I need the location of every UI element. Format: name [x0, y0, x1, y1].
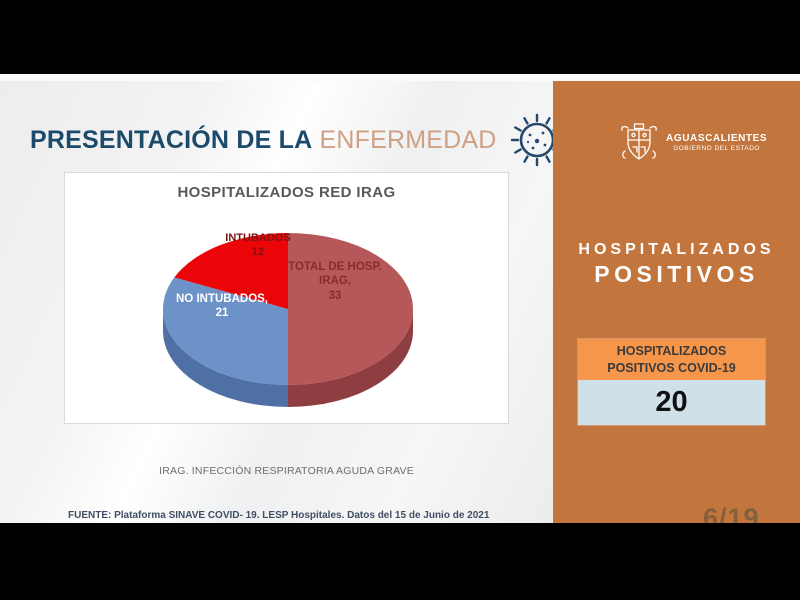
pie-label-total-value: 33	[328, 289, 342, 302]
page-indicator: 6/19	[703, 503, 760, 523]
pie-wall-total	[288, 309, 413, 407]
coat-of-arms-icon	[621, 123, 657, 160]
pie-label-total: TOTAL DE HOSP. IRAG, 33	[286, 260, 384, 303]
slide-body: PRESENTACIÓN DE LA ENFERMEDAD	[0, 81, 553, 523]
pie-slice-intubados	[174, 233, 288, 309]
pie-chart	[162, 233, 413, 407]
pie-label-nointubados: NO INTUBADOS, 21	[169, 292, 275, 321]
pie-label-intubados-text: INTUBADOS	[225, 232, 291, 244]
pie-wall-nointubados	[163, 309, 288, 407]
pie-label-intubados: INTUBADOS 12	[215, 232, 301, 260]
page-title-secondary: ENFERMEDAD	[319, 125, 497, 154]
panel-heading-line1: HOSPITALIZADOS	[578, 241, 775, 258]
pie-label-intubados-value: 12	[251, 245, 265, 258]
sidebar-panel: AGUASCALIENTES GOBIERNO DEL ESTADO HOSPI…	[553, 81, 800, 523]
chart-panel: HOSPITALIZADOS RED IRAG INTUBADOS 12 TOT…	[64, 172, 509, 424]
chart-title: HOSPITALIZADOS RED IRAG	[177, 184, 396, 201]
title-row: PRESENTACIÓN DE LA ENFERMEDAD	[30, 111, 553, 169]
top-strip	[0, 74, 800, 81]
stat-box: HOSPITALIZADOS POSITIVOS COVID-19 20	[578, 339, 765, 425]
state-name: AGUASCALIENTES	[666, 133, 768, 145]
source-note: FUENTE: Plataforma SINAVE COVID- 19. LES…	[68, 510, 490, 521]
pie-slice-nointubados	[162, 277, 288, 385]
footnote: IRAG. INFECCIÓN RESPIRATORIA AGUDA GRAVE	[159, 465, 414, 477]
stat-label-line2: POSITIVOS COVID-19	[607, 360, 736, 375]
panel-heading: HOSPITALIZADOS POSITIVOS	[553, 241, 800, 288]
stat-value: 20	[578, 380, 765, 425]
pie-slice-total	[288, 233, 413, 385]
state-logo: AGUASCALIENTES GOBIERNO DEL ESTADO	[619, 121, 767, 165]
state-logo-text: AGUASCALIENTES GOBIERNO DEL ESTADO	[666, 133, 767, 153]
panel-heading-line2: POSITIVOS	[594, 261, 759, 287]
stat-label: HOSPITALIZADOS POSITIVOS COVID-19	[578, 339, 765, 380]
virus-icon	[510, 113, 553, 167]
pie-label-nointubados-text: NO INTUBADOS,	[176, 293, 268, 305]
state-subtitle: GOBIERNO DEL ESTADO	[673, 145, 760, 153]
pie-label-total-text: TOTAL DE HOSP. IRAG,	[288, 261, 382, 288]
page-title-primary: PRESENTACIÓN DE LA	[30, 125, 313, 154]
stat-label-line1: HOSPITALIZADOS	[616, 343, 727, 358]
page-title: PRESENTACIÓN DE LA ENFERMEDAD	[30, 125, 497, 154]
pie-label-nointubados-value: 21	[215, 307, 229, 320]
